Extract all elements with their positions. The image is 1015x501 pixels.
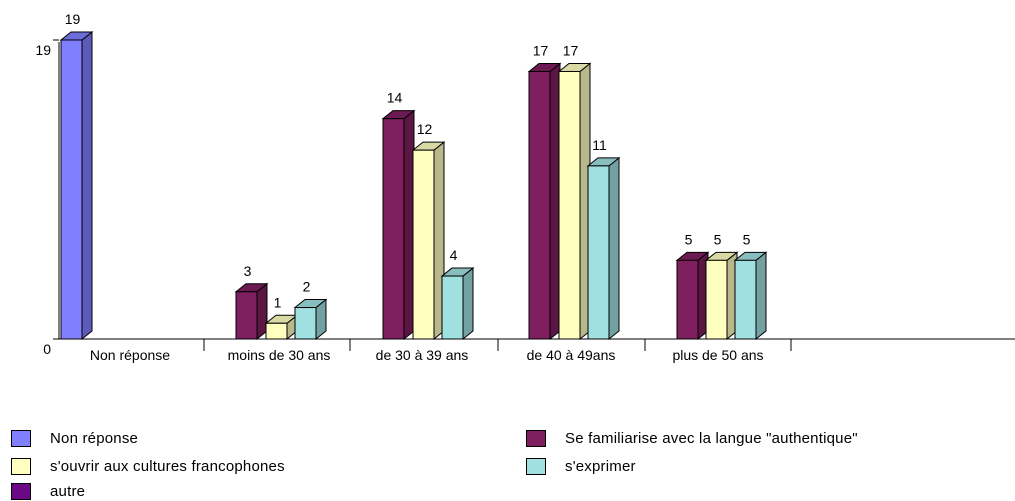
- bar: [294, 307, 317, 340]
- data-label: 4: [450, 247, 458, 263]
- data-label: 12: [417, 121, 433, 137]
- bar: [60, 39, 83, 340]
- x-tick-label: Non réponse: [90, 347, 170, 363]
- data-label: 11: [592, 137, 607, 153]
- y-tick-label: 19: [35, 42, 51, 58]
- x-tick-label: de 30 à 39 ans: [376, 347, 469, 363]
- bar: [412, 149, 435, 340]
- data-label: 14: [387, 90, 403, 106]
- x-tick-label: plus de 50 ans: [672, 347, 763, 363]
- bar: [235, 291, 258, 340]
- bar: [676, 259, 699, 340]
- y-tick-label: 0: [43, 341, 51, 357]
- data-label: 3: [244, 263, 252, 279]
- bar: [558, 70, 581, 340]
- x-tick-label: de 40 à 49ans: [527, 347, 616, 363]
- data-label: 5: [714, 231, 722, 247]
- bar: [734, 259, 757, 340]
- bar: [382, 118, 405, 340]
- data-label: 1: [274, 294, 282, 310]
- bar-side: [462, 267, 474, 341]
- bar: [528, 70, 551, 340]
- bar-side: [81, 30, 93, 341]
- data-label: 17: [563, 42, 579, 58]
- bar-side: [608, 156, 620, 341]
- bar: [441, 275, 464, 340]
- data-label: 19: [65, 11, 81, 27]
- bar-side: [755, 251, 767, 341]
- x-tick-label: moins de 30 ans: [228, 347, 331, 363]
- bar: [705, 259, 728, 340]
- data-label: 5: [743, 231, 751, 247]
- bar: [587, 165, 610, 340]
- data-label: 17: [533, 42, 549, 58]
- data-label: 5: [685, 231, 693, 247]
- bar: [265, 322, 288, 340]
- data-label: 2: [303, 279, 311, 295]
